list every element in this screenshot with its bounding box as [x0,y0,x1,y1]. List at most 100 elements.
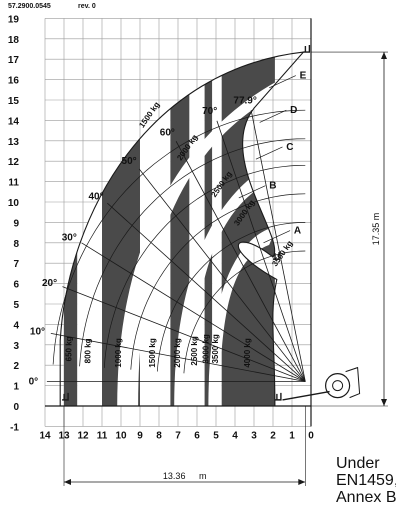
y-tick-label: 5 [13,300,19,311]
boom-angle-line [62,286,306,382]
extension-label: B [269,181,276,192]
standard-note-line-1: Under [336,455,380,472]
standard-note: Under EN1459, Annex B [336,455,396,506]
height-arrow-top [381,52,387,60]
y-tick-label: 10 [8,198,20,209]
extension-label: C [286,142,293,153]
envelope-arcs [52,51,306,407]
y-tick-label: -1 [10,422,19,433]
x-tick-label: 12 [77,430,89,441]
machine-boom-base [282,390,330,401]
extension-leader [238,185,266,199]
reach-arrow-right [298,479,306,485]
load-zone-label: 1000 kg [114,338,123,367]
load-zone-label: 2000 kg [173,338,182,367]
boom-angle-label: 60° [160,127,175,138]
axes [45,18,312,427]
machine-cab [345,366,361,399]
standard-note-line-2: EN1459, [336,472,396,489]
x-tick-label: 2 [270,430,276,441]
load-zone-label: 650 kg [65,336,74,361]
boom-angle-line [138,168,306,382]
y-tick-label: 9 [13,218,19,229]
x-tick-label: 11 [97,430,108,441]
envelope-outline [59,51,305,407]
boom-angle-line [81,242,306,382]
x-tick-label: 3 [251,430,257,441]
y-tick-label: 4 [13,320,19,331]
x-tick-label: 5 [213,430,219,441]
y-tick-label: 14 [8,116,20,127]
extension-arc [52,109,306,365]
max-height-label: 17.35 m [371,213,381,246]
boom-angle-label: 10° [30,327,45,338]
revision: rev. 0 [78,3,96,10]
extension-leader [269,75,296,89]
y-tick-label: 8 [13,239,19,250]
y-tick-label: 2 [13,361,19,372]
load-zone-label: 4000 kg [243,338,252,367]
x-tick-label: 6 [194,430,200,441]
x-tick-label: 14 [39,430,51,441]
y-tick-label: 19 [8,14,20,25]
boom-angle-label: 0° [29,377,39,388]
boom-angle-label: 77.9° [233,95,256,106]
extension-leader [263,230,291,244]
x-tick-label: 1 [289,430,295,441]
max-reach-label: 13.36 [163,471,186,481]
x-tick-label: 13 [58,430,70,441]
load-zone-label: 2500 kg [190,336,199,365]
y-tick-label: 13 [8,137,20,148]
max-reach-unit: m [199,471,207,481]
load-zone-label: 3500 kg [211,334,220,363]
x-tick-label: 4 [232,430,238,441]
x-tick-label: 10 [115,430,127,441]
boom-angle-line [175,141,306,382]
boom-angle-line [216,120,306,382]
boom-angle-line [107,202,306,382]
x-tick-label: 8 [156,430,162,441]
boom-angle-line [250,110,306,382]
white-band-1 [117,75,289,406]
fork-marker [303,45,311,53]
height-arrow-bottom [381,399,387,406]
x-tick-label: 9 [137,430,143,441]
boom-angle-label: 40° [89,192,104,203]
boom-angle-line [50,332,306,382]
y-tick-label: 15 [8,96,20,107]
y-tick-label: 7 [13,259,19,270]
load-zone-label: 800 kg [84,338,93,363]
y-tick-label: 18 [8,35,20,46]
y-tick-label: 11 [8,178,19,189]
dimension-lines [63,51,388,486]
standard-note-line-3: Annex B [336,489,396,506]
y-tick-label: 16 [8,76,20,87]
fork-marker [273,252,280,260]
load-zone-label: 3000 kg [201,334,210,363]
extension-arc [130,193,306,370]
x-tick-label: 7 [175,430,181,441]
boom-angle-label: 30° [62,233,77,244]
white-band-3 [208,226,277,406]
y-tick-label: 3 [13,341,19,352]
extension-arc [79,138,306,367]
doc-number: 57.2900.0545 [8,3,51,10]
extension-arc [157,222,306,372]
fork-marker [274,392,282,401]
machine-wheel [325,373,351,399]
boom-angle-label: 50° [122,156,137,167]
load-zone [204,52,213,407]
boom-angle-lines [46,110,306,382]
y-tick-label: 1 [13,382,19,393]
y-tick-label: 17 [8,55,20,66]
extension-label: E [300,71,307,82]
y-tick-label: 12 [8,157,20,168]
machine-icon [62,45,361,401]
extension-label: A [294,226,301,237]
reach-arrow-left [64,479,71,485]
extension-arc [103,164,306,368]
extension-leader [259,109,287,123]
fork-marker [62,392,69,401]
y-tick-label: 0 [13,402,19,413]
